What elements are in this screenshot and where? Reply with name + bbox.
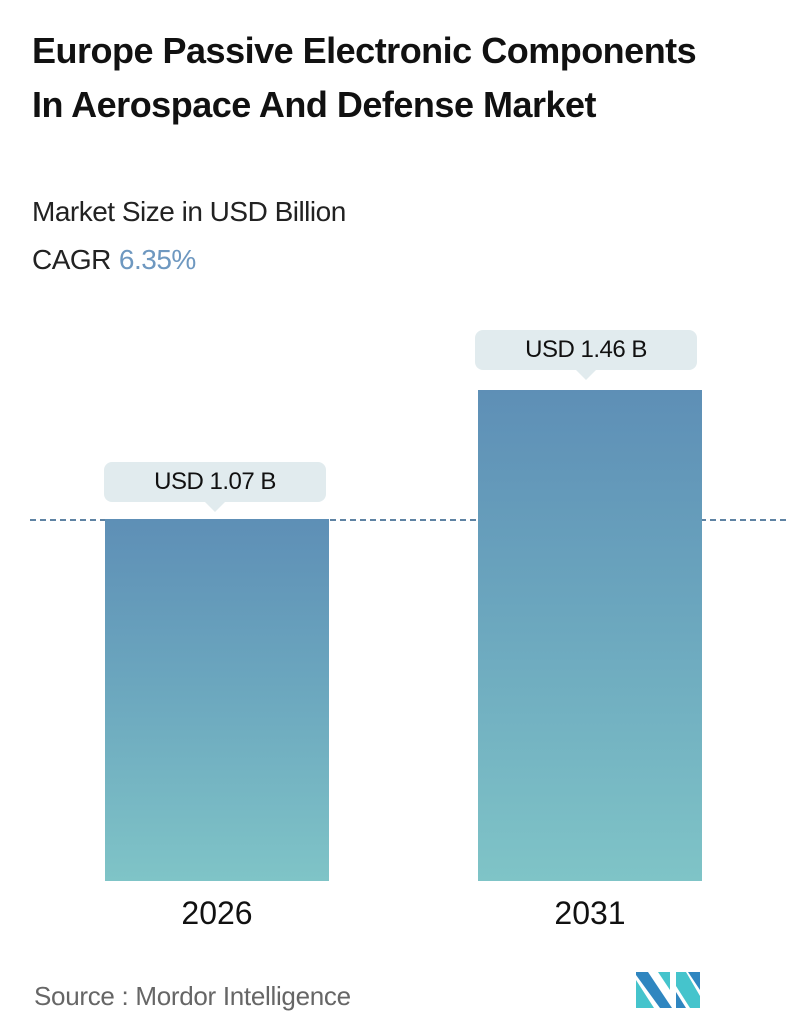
cagr-value: 6.35% [118,244,196,275]
source-text: Source : Mordor Intelligence [34,981,351,1011]
cagr-label: CAGR [32,244,111,275]
chart-title: Europe Passive Electronic Components In … [32,30,697,125]
x-tick-2031: 2031 [554,895,626,931]
mordor-intelligence-logo-icon [636,972,700,1008]
chart-subtitle: Market Size in USD Billion [32,196,346,227]
bar-label-2031: USD 1.46 B [475,330,697,380]
bar-label-2026: USD 1.07 B [104,462,326,512]
reference-dashed-line [30,519,786,521]
cagr-row: CAGR 6.35% [32,240,196,280]
bar-2031 [478,390,702,881]
x-tick-2026: 2026 [181,895,253,931]
bar-2026 [105,519,329,881]
